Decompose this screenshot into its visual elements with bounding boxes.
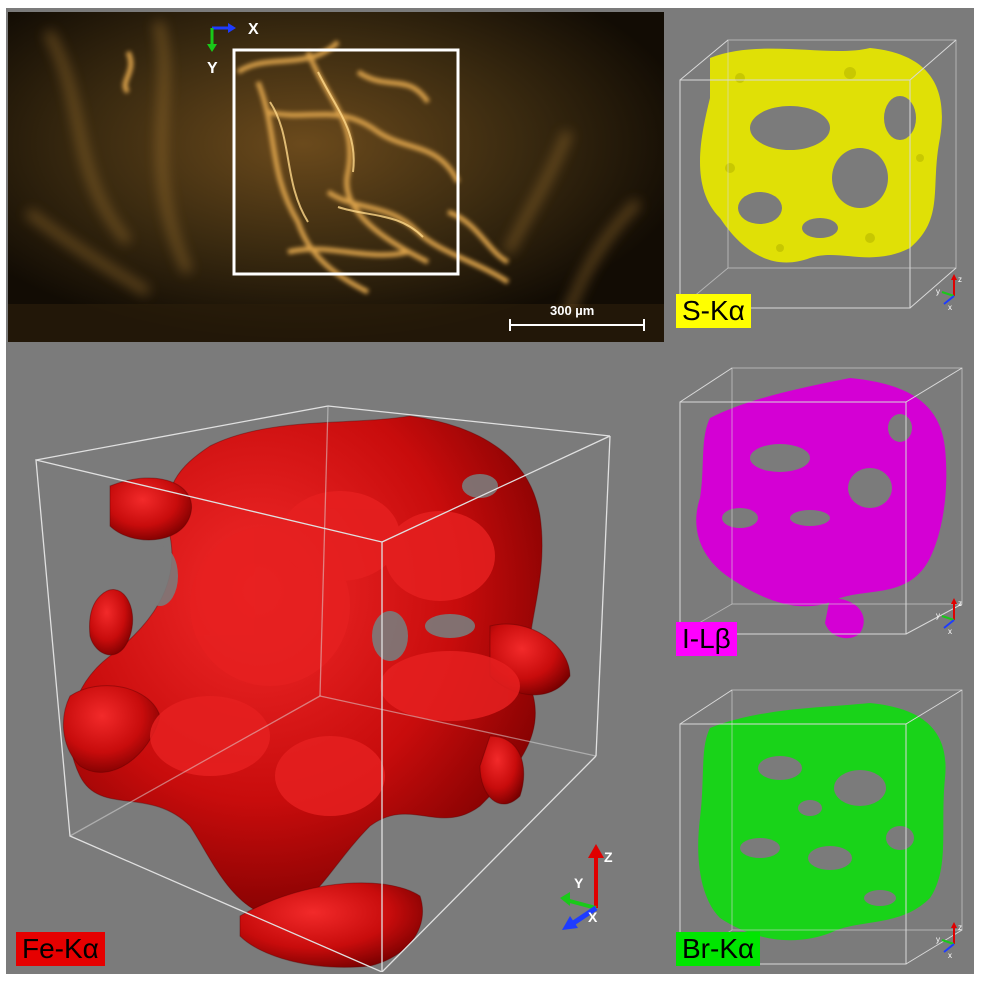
microscope-photo: X Y 300 µm <box>8 12 664 342</box>
svg-text:y: y <box>936 935 940 944</box>
i-l-beta-label: I-Lβ <box>676 622 737 656</box>
svg-text:z: z <box>958 599 962 608</box>
fe-bounding-box <box>35 405 611 972</box>
scale-bar: 300 µm <box>509 303 645 331</box>
s-volume-render: z y x <box>679 39 962 312</box>
s-axis-icon: z y x <box>936 274 962 312</box>
i-volume-render: z y x <box>679 367 963 639</box>
svg-text:Z: Z <box>604 849 613 865</box>
microscope-image: X Y 300 µm <box>8 12 664 342</box>
fe-volume-render: Z Y X <box>35 405 613 972</box>
s-bounding-box <box>679 39 957 309</box>
figure-canvas: X Y 300 µm <box>6 8 974 974</box>
fe-k-alpha-panel: Z Y X Fe-Kα <box>10 356 650 972</box>
photo-axis-icon: X Y <box>207 21 259 77</box>
scale-bar-label: 300 µm <box>550 303 594 318</box>
photo-axis-y-label: Y <box>207 60 218 77</box>
fe-axis-icon: Z Y X <box>560 844 613 930</box>
photo-axis-x-label: X <box>248 21 259 38</box>
svg-text:x: x <box>948 303 952 312</box>
i-l-beta-panel: z y x I-Lβ <box>670 358 970 658</box>
svg-text:y: y <box>936 611 940 620</box>
s-k-alpha-label: S-Kα <box>676 294 751 328</box>
br-volume-render: z y x <box>679 689 963 965</box>
i-axis-icon: z y x <box>936 598 962 636</box>
region-of-interest-box <box>232 48 460 276</box>
svg-text:Y: Y <box>574 875 584 891</box>
svg-text:X: X <box>588 909 598 925</box>
br-axis-icon: z y x <box>936 922 962 960</box>
svg-text:x: x <box>948 627 952 636</box>
svg-text:x: x <box>948 951 952 960</box>
s-k-alpha-panel: z y x S-Kα <box>670 18 970 336</box>
br-k-alpha-label: Br-Kα <box>676 932 761 966</box>
br-k-alpha-panel: z y x Br-Kα <box>670 678 970 974</box>
svg-text:z: z <box>958 923 962 932</box>
i-bounding-box <box>679 367 963 635</box>
fe-k-alpha-label: Fe-Kα <box>16 932 105 966</box>
svg-text:y: y <box>936 287 940 296</box>
svg-text:z: z <box>958 275 962 284</box>
